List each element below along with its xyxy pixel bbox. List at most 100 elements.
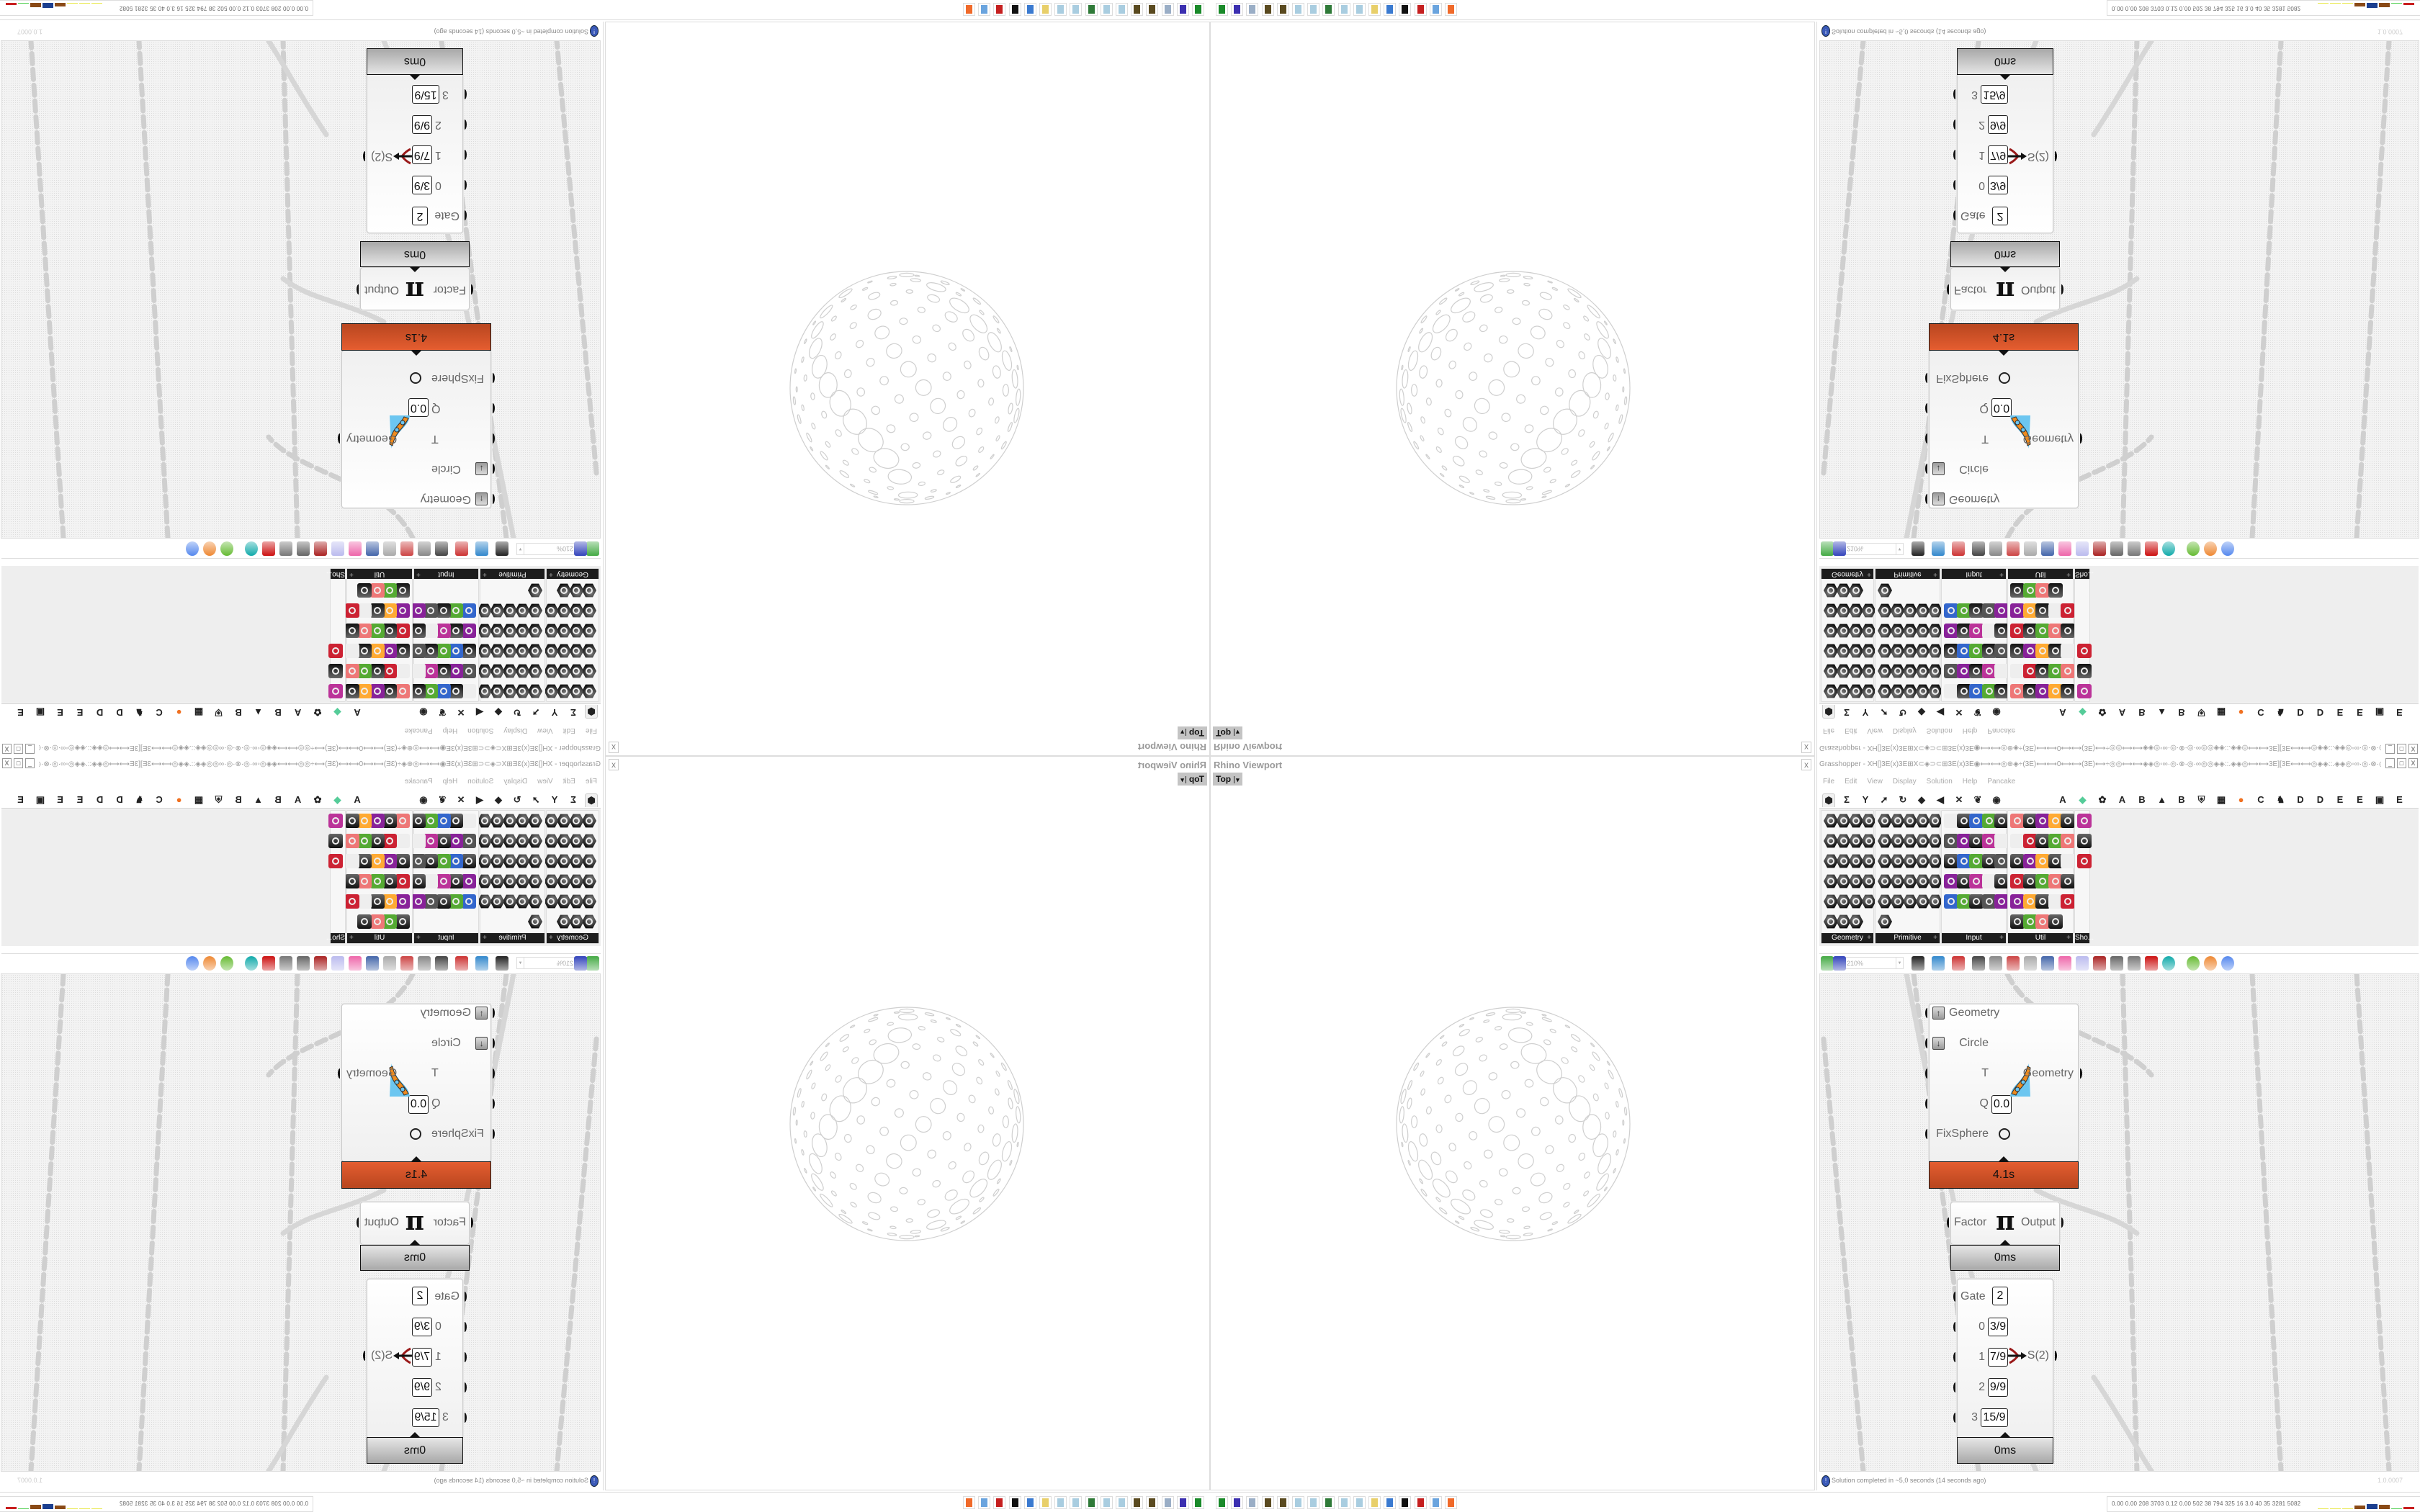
maximize-button[interactable]: □ [14,744,23,754]
tab-d[interactable]: D [96,794,104,805]
filter-icon[interactable] [382,874,398,888]
lamp-icon[interactable] [2110,541,2123,556]
menu-item-pancake[interactable]: Pancake [1987,726,2016,734]
input-grip[interactable] [490,1068,495,1079]
button-icon[interactable] [424,644,439,658]
stream-value[interactable]: 3/9 [1988,176,2008,194]
list-icon[interactable] [449,894,464,909]
spiral-icon[interactable] [357,664,372,678]
droplet-icon[interactable] [1878,814,1892,828]
arc-icon[interactable] [582,894,596,909]
line-icon[interactable] [1836,814,1851,828]
lamp-icon[interactable] [297,541,310,556]
gha-icon[interactable] [2007,541,2020,556]
id-tag-icon[interactable] [1994,894,2009,909]
shp-icon[interactable] [462,894,476,909]
info-icon[interactable]: ! [1821,25,1830,37]
matrix-icon[interactable] [1903,684,1917,698]
notepad-icon[interactable] [1054,3,1067,16]
calendar-icon[interactable] [424,624,439,638]
import-icon[interactable] [462,814,476,828]
ring-icon[interactable] [395,894,410,909]
c-script-icon[interactable] [2048,814,2063,828]
arrow-icon[interactable] [1824,644,1838,658]
orange-sphere-icon[interactable] [2204,541,2217,556]
output-grip[interactable] [2059,284,2063,294]
text-tag-icon[interactable] [1849,644,1863,658]
seven-icon[interactable] [357,854,372,868]
arrow-fat-icon[interactable] [2022,914,2038,929]
solver-component[interactable]: ↑ Geometry ↓ Circle T Q 0.0 FixSphere Ge… [341,1004,491,1162]
puzzle-icon[interactable]: ✿ [2098,794,2107,805]
save-icon[interactable] [574,956,587,971]
hatch-icon[interactable] [1903,854,1917,868]
group-icon[interactable] [1862,603,1876,618]
shape-icon[interactable] [503,874,517,888]
grid-icon[interactable]: ▦ [194,707,204,718]
notepad-icon[interactable] [1054,1496,1067,1509]
close-button[interactable]: X [2408,758,2418,768]
menu-item-display[interactable]: Display [503,778,528,786]
orange-circle-icon[interactable]: ● [2238,707,2244,718]
sketch-icon[interactable] [436,874,451,888]
mesh-icon[interactable] [1824,914,1838,929]
panel-label[interactable]: Sho... [2075,933,2094,943]
input-grip[interactable] [490,1038,495,1048]
c-script-icon[interactable] [357,814,372,828]
diamond-icon[interactable] [1836,854,1851,868]
stream-value[interactable]: 3/9 [1988,1318,2008,1336]
magnet-icon[interactable] [1849,583,1863,598]
image-sample-icon[interactable] [1994,874,2009,888]
stream-value[interactable]: 7/9 [412,1348,432,1367]
menu-item-file[interactable]: File [1823,778,1835,786]
graph-icon[interactable] [1944,874,1958,888]
tab-a[interactable]: A [2118,707,2126,718]
input-grip[interactable] [462,150,467,160]
rhino-icon[interactable] [1399,3,1412,16]
plane-icon[interactable] [557,684,571,698]
list-icon[interactable] [1956,894,1971,909]
panel-label[interactable]: Geometry + [547,933,599,943]
black-square-icon[interactable] [1956,814,1971,828]
curve-icon[interactable] [357,874,372,888]
chevron-down-icon[interactable]: ▼ [1896,958,1903,968]
shape-icon[interactable] [582,684,596,698]
gem-icon[interactable] [1969,814,1984,828]
rhino-viewport[interactable]: Rhino Viewport x Top▾ [605,22,1210,756]
presentation-icon[interactable] [2077,644,2092,658]
checker-icon[interactable] [411,854,426,868]
firefox-icon[interactable] [1445,3,1457,16]
tab-b[interactable]: B [2138,794,2146,805]
save-icon[interactable] [1833,956,1846,971]
link-icon[interactable] [411,684,426,698]
menu-item-help[interactable]: Help [442,778,458,786]
line-icon[interactable] [570,684,584,698]
tab-a[interactable]: A [2059,794,2066,805]
gem-icon[interactable] [436,814,451,828]
gradient-yellow-icon[interactable] [462,664,476,678]
tab-e[interactable]: E [2336,707,2344,718]
hatch-icon[interactable] [1903,644,1917,658]
zoom-extents-icon[interactable] [496,956,508,971]
stream-filter-component[interactable]: Gate 2 3/9 0 7/9 1 9/9 2 15/9 3 S(2) [367,73,463,233]
firefox-icon[interactable] [1445,1496,1457,1509]
at-icon[interactable] [418,541,431,556]
file-icon[interactable] [1890,894,1905,909]
id-icon[interactable] [1916,603,1930,618]
input-grip[interactable] [490,464,495,474]
tree-icon[interactable] [1890,874,1905,888]
solver-component[interactable]: ↑ Geometry ↓ Circle T Q 0.0 FixSphere Ge… [1929,350,2079,508]
play-icon[interactable] [395,664,410,678]
contact-card-icon[interactable] [1384,1496,1397,1509]
chevron-down-icon[interactable]: ▼ [517,544,524,554]
seven-icon[interactable] [357,644,372,658]
grasshopper-canvas[interactable]: ↑ Geometry ↓ Circle T Q 0.0 FixSphere Ge… [1,973,601,1472]
curve-icon[interactable]: ↻ [513,707,521,718]
transform-icon[interactable]: ❦ [1973,794,1982,805]
palette-icon[interactable] [345,603,359,618]
field-icon[interactable] [1849,624,1863,638]
matrix-icon[interactable] [503,814,517,828]
sample-icon[interactable] [1878,854,1892,868]
path-icon[interactable] [1878,664,1892,678]
abc-icon[interactable] [395,583,410,598]
